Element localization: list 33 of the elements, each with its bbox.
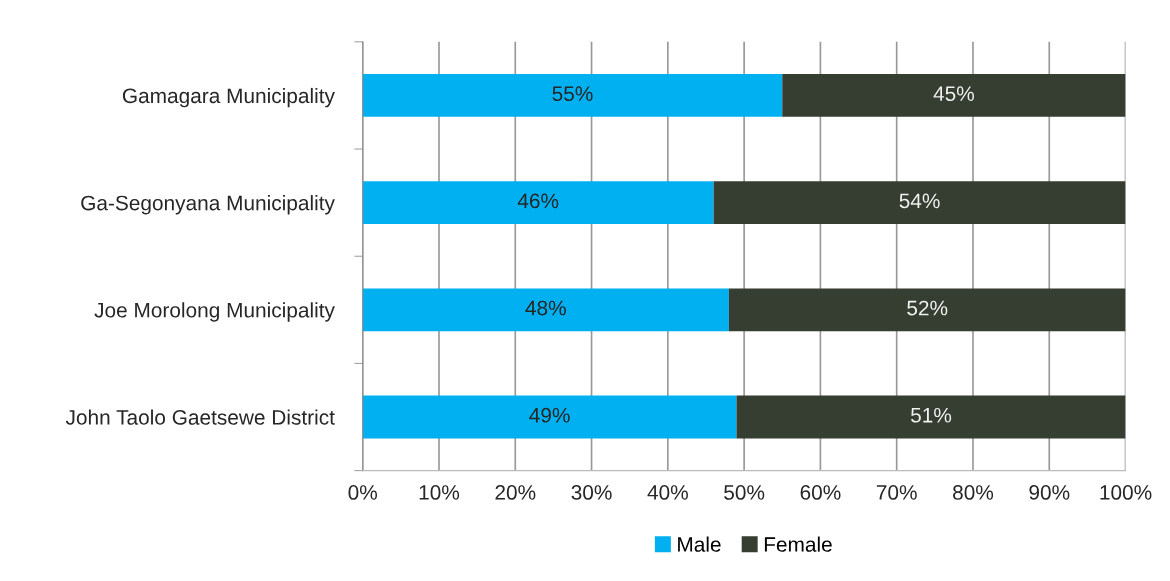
x-tick-label: 20% (495, 485, 536, 500)
legend-label: Female (764, 536, 832, 552)
bar (362, 73, 783, 117)
bar (362, 181, 714, 225)
legend-label: Male (678, 536, 721, 552)
data-label: 45% (933, 86, 975, 102)
x-tick-label: 0% (348, 485, 378, 500)
bar (362, 395, 737, 439)
y-tick-label: Joe Morolong Municipality (94, 302, 335, 322)
data-label: 46% (517, 193, 559, 209)
data-label: 54% (899, 193, 940, 209)
x-tick-label: 70% (876, 485, 917, 500)
x-tick-label: 60% (800, 485, 841, 500)
x-tick-label: 100% (1100, 485, 1152, 500)
y-tick-label: John Taolo Gaetsewe District (65, 409, 335, 425)
data-label: 49% (529, 407, 570, 423)
bar (713, 181, 1126, 225)
bar (782, 73, 1126, 117)
x-tick-label: 40% (647, 485, 688, 500)
y-tick-label: Ga-Segonyana Municipality (81, 195, 335, 215)
x-tick-label: 50% (724, 485, 765, 500)
data-label: 48% (525, 300, 566, 316)
x-tick-label: 90% (1029, 485, 1070, 500)
bar (736, 395, 1126, 439)
y-tick-label: Gamagara Municipality (122, 87, 335, 108)
data-label: 51% (911, 407, 952, 423)
data-label: 55% (552, 86, 593, 102)
bar (362, 288, 729, 332)
x-tick-label: 30% (571, 485, 612, 500)
x-tick-label: 10% (419, 485, 460, 500)
x-tick-label: 80% (953, 485, 994, 500)
bar (728, 288, 1126, 332)
data-label: 52% (907, 300, 948, 316)
